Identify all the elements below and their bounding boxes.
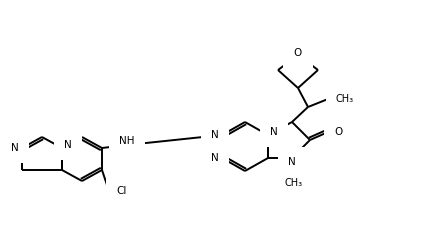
Text: N: N — [211, 153, 219, 163]
Text: N: N — [288, 157, 296, 167]
Text: CH₃: CH₃ — [336, 94, 354, 104]
Text: N: N — [270, 127, 278, 137]
Text: NH: NH — [119, 136, 135, 146]
Text: CH₃: CH₃ — [285, 178, 303, 188]
Text: N: N — [11, 143, 19, 153]
Text: N: N — [211, 130, 219, 140]
Text: N: N — [64, 140, 72, 150]
Text: Cl: Cl — [116, 186, 126, 196]
Text: O: O — [294, 48, 302, 58]
Text: O: O — [334, 127, 342, 137]
